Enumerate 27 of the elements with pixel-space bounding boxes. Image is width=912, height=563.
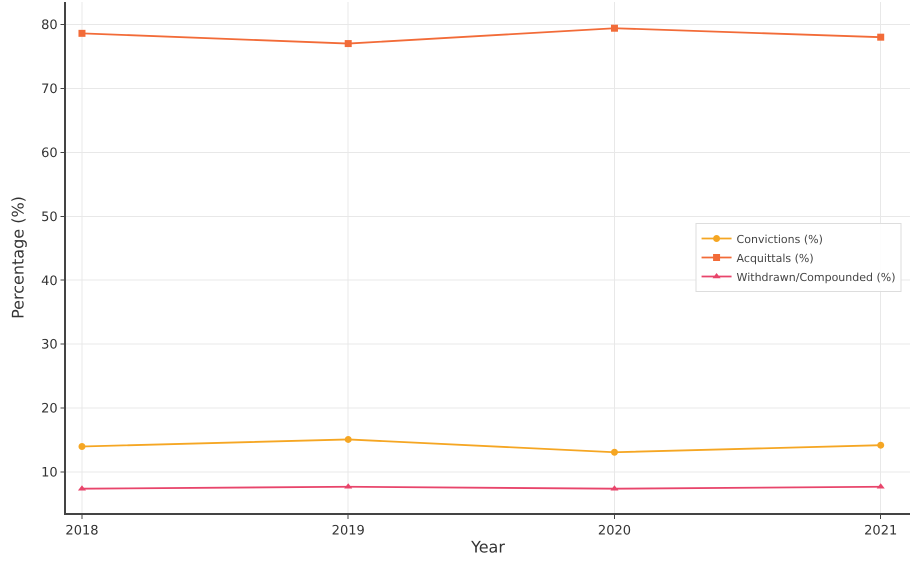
point — [344, 436, 352, 443]
x-axis-title: Year — [470, 538, 506, 557]
y-tick-label: 80 — [41, 18, 58, 33]
point — [876, 483, 885, 489]
point — [344, 40, 352, 48]
y-tick-label: 20 — [41, 402, 58, 417]
x-tick-label: 2020 — [598, 523, 632, 538]
y-tick-label: 10 — [41, 466, 58, 481]
y-tick-label: 70 — [41, 82, 58, 97]
x-tick-label: 2019 — [332, 523, 365, 538]
point — [877, 34, 884, 41]
y-tick-label: 30 — [41, 338, 58, 353]
point — [344, 483, 352, 489]
point — [610, 24, 618, 32]
x-tick-label: 2021 — [864, 523, 898, 538]
y-tick-label: 40 — [41, 274, 58, 289]
legend-label: Convictions (%) — [736, 232, 823, 246]
legend-label: Withdrawn/Compounded (%) — [736, 270, 896, 284]
y-axis-title: Percentage (%) — [8, 196, 28, 319]
point — [610, 448, 618, 456]
legend-label: Acquittals (%) — [736, 252, 814, 265]
y-tick-label: 50 — [41, 210, 58, 225]
point — [78, 442, 86, 450]
x-tick-label: 2018 — [65, 523, 99, 538]
y-tick-label: 60 — [41, 146, 58, 161]
point — [78, 30, 86, 37]
point — [877, 442, 884, 449]
